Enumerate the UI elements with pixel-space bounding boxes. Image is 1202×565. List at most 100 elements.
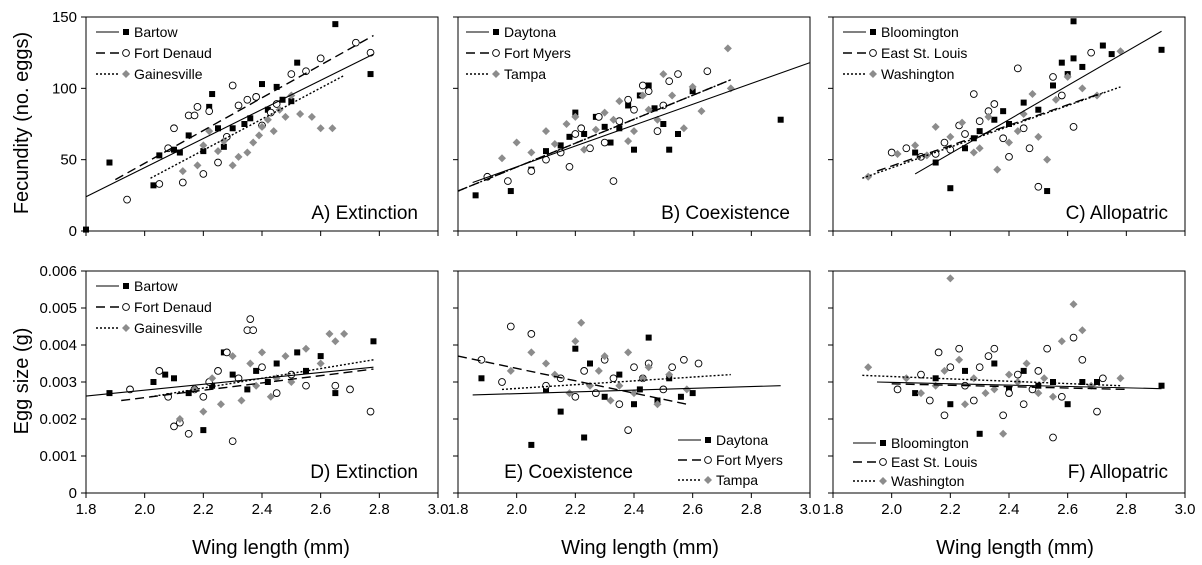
data-point [557,408,564,415]
data-point [249,138,258,147]
data-point [631,401,637,408]
data-point [586,144,594,153]
trend-line [876,381,1162,390]
data-point [178,167,187,176]
data-point [472,192,479,199]
data-point [912,390,919,397]
data-point [1108,51,1115,58]
data-point [1049,392,1057,401]
data-point [902,374,911,383]
data-point [668,363,676,372]
data-point [1087,48,1095,57]
data-point [946,132,955,141]
data-point [993,165,1002,174]
panel-4: 1.8 2.0 2.2 2.4 2.6 2.8 3.0 0 0.001 0.002 0.003 0.0… [39,263,448,518]
data-point [893,385,902,394]
legend-label: Washington [881,66,954,82]
data-point [1049,433,1057,442]
data-point [591,125,600,134]
series-east-st-louis [893,333,1107,442]
data-point [171,375,177,382]
data-point [249,326,258,335]
data-point [1078,326,1087,335]
data-point [651,105,658,112]
data-point [1006,121,1012,127]
data-point [1019,400,1028,409]
data-point [162,371,169,378]
data-point [209,91,216,98]
data-point [209,382,216,389]
data-point [219,137,228,146]
trend-line [862,374,1121,387]
data-point [969,374,978,383]
data-point [1034,132,1043,141]
data-point [507,188,514,195]
panel-1: 0 50 100 150 Bartow Fort Denaud Gainesville A) … [52,9,439,240]
data-point [609,115,618,124]
data-point [571,337,580,346]
data-point [571,130,580,138]
data-point [624,426,632,434]
x-tick-label: 2.6 [682,501,703,518]
data-point [571,392,580,401]
data-point [352,38,360,47]
data-point [961,400,969,409]
data-point [630,105,638,114]
legend-marker [123,29,129,35]
data-point [581,130,588,137]
data-point [1020,99,1027,106]
data-point [697,107,706,116]
panel-label: E) Coexistence [504,462,633,483]
data-point [645,82,652,89]
data-point [1099,42,1106,49]
data-point [917,370,925,379]
data-point [200,148,207,155]
legend-marker [122,324,130,332]
data-point [1058,59,1065,66]
data-point [328,124,337,133]
data-point [630,363,638,372]
data-point [498,378,506,386]
data-point [296,110,305,119]
data-point [902,144,911,153]
data-point [199,407,208,416]
data-point [206,103,213,110]
data-point [689,88,696,95]
series-gainesville [175,329,349,423]
data-point [947,185,954,192]
data-point [580,367,588,375]
data-point [1094,379,1100,385]
legend-label: Fort Denaud [134,45,212,61]
legend-marker [492,70,500,78]
data-point [594,366,603,375]
data-point [1013,127,1022,136]
data-point [527,348,536,357]
data-point [370,338,377,345]
data-point [275,105,284,114]
data-point [777,116,784,123]
data-point [1013,378,1022,386]
panel-label: C) Allopatric [1066,203,1168,224]
trend-line [457,355,687,405]
data-point [990,385,999,394]
data-point [214,367,222,375]
series-washington [864,274,1125,438]
data-point [975,117,984,125]
data-point [577,318,586,327]
x-tick-label: 2.2 [940,501,961,518]
data-point [999,411,1007,420]
data-point [288,98,295,105]
data-point [565,389,574,398]
panel-label: F) Allopatric [1068,462,1168,483]
x-tick-label: 2.0 [881,501,902,518]
data-point [864,172,873,181]
y-tick-label: 0.005 [39,300,77,317]
data-point [624,348,633,357]
data-point [624,95,632,104]
trend-line [891,383,1127,391]
data-point [1116,374,1125,383]
x-tick-label: 2.4 [624,501,645,518]
data-point [287,70,296,78]
legend-marker [869,49,877,57]
